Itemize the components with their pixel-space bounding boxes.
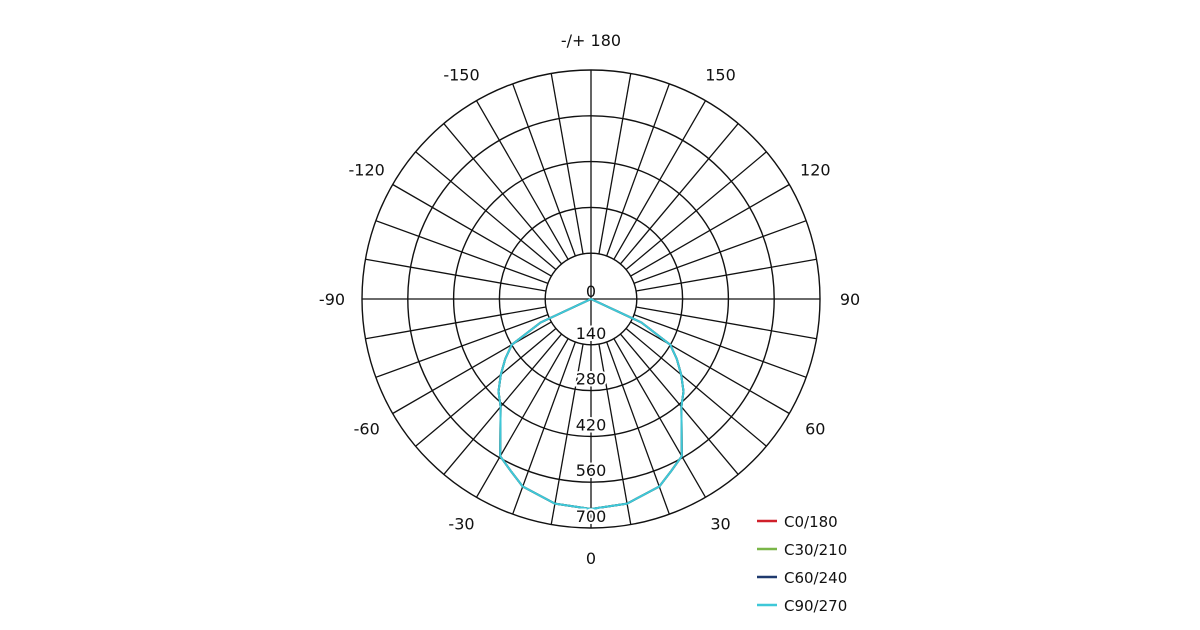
- legend: C0/180 C30/210 C60/240 C90/270: [757, 513, 847, 615]
- radial-tick-label: 420: [576, 415, 607, 434]
- angle-tick-label: -150: [443, 66, 479, 85]
- grid-ring: [544, 252, 638, 346]
- angle-tick-label: 150: [705, 66, 736, 85]
- radial-tick-label: 700: [576, 507, 607, 526]
- angle-tick-label: -120: [349, 161, 385, 180]
- grid-ring: [452, 160, 730, 438]
- angle-tick-label: 90: [840, 290, 860, 309]
- grid-ring: [498, 206, 684, 392]
- radial-tick-label: 560: [576, 461, 607, 480]
- angle-tick-label: 0: [586, 549, 596, 568]
- radial-tick-label: 280: [576, 370, 607, 389]
- angle-tick-label: 60: [805, 420, 825, 439]
- grid-ring: [407, 115, 775, 483]
- series-layer: [497, 298, 685, 510]
- angle-tick-label: -/+ 180: [561, 31, 621, 50]
- grid-ring: [361, 69, 821, 529]
- legend-label: C30/210: [784, 541, 847, 559]
- legend-label: C60/240: [784, 569, 847, 587]
- angle-tick-label: 30: [710, 514, 730, 533]
- center-label: 0: [586, 282, 596, 301]
- legend-label: C90/270: [784, 597, 847, 615]
- tick-labels: 140 280 420 560 700 0 0 30 60 90 120 150 -/+ 180 -150…: [319, 31, 860, 568]
- series-curve-c90-270: [497, 298, 685, 510]
- angle-tick-label: -90: [319, 290, 345, 309]
- radial-tick-label: 140: [576, 324, 607, 343]
- angle-tick-label: 120: [800, 161, 831, 180]
- legend-label: C0/180: [784, 513, 838, 531]
- angle-tick-label: -60: [354, 420, 380, 439]
- polar-grid: [361, 69, 821, 529]
- angle-tick-label: -30: [448, 514, 474, 533]
